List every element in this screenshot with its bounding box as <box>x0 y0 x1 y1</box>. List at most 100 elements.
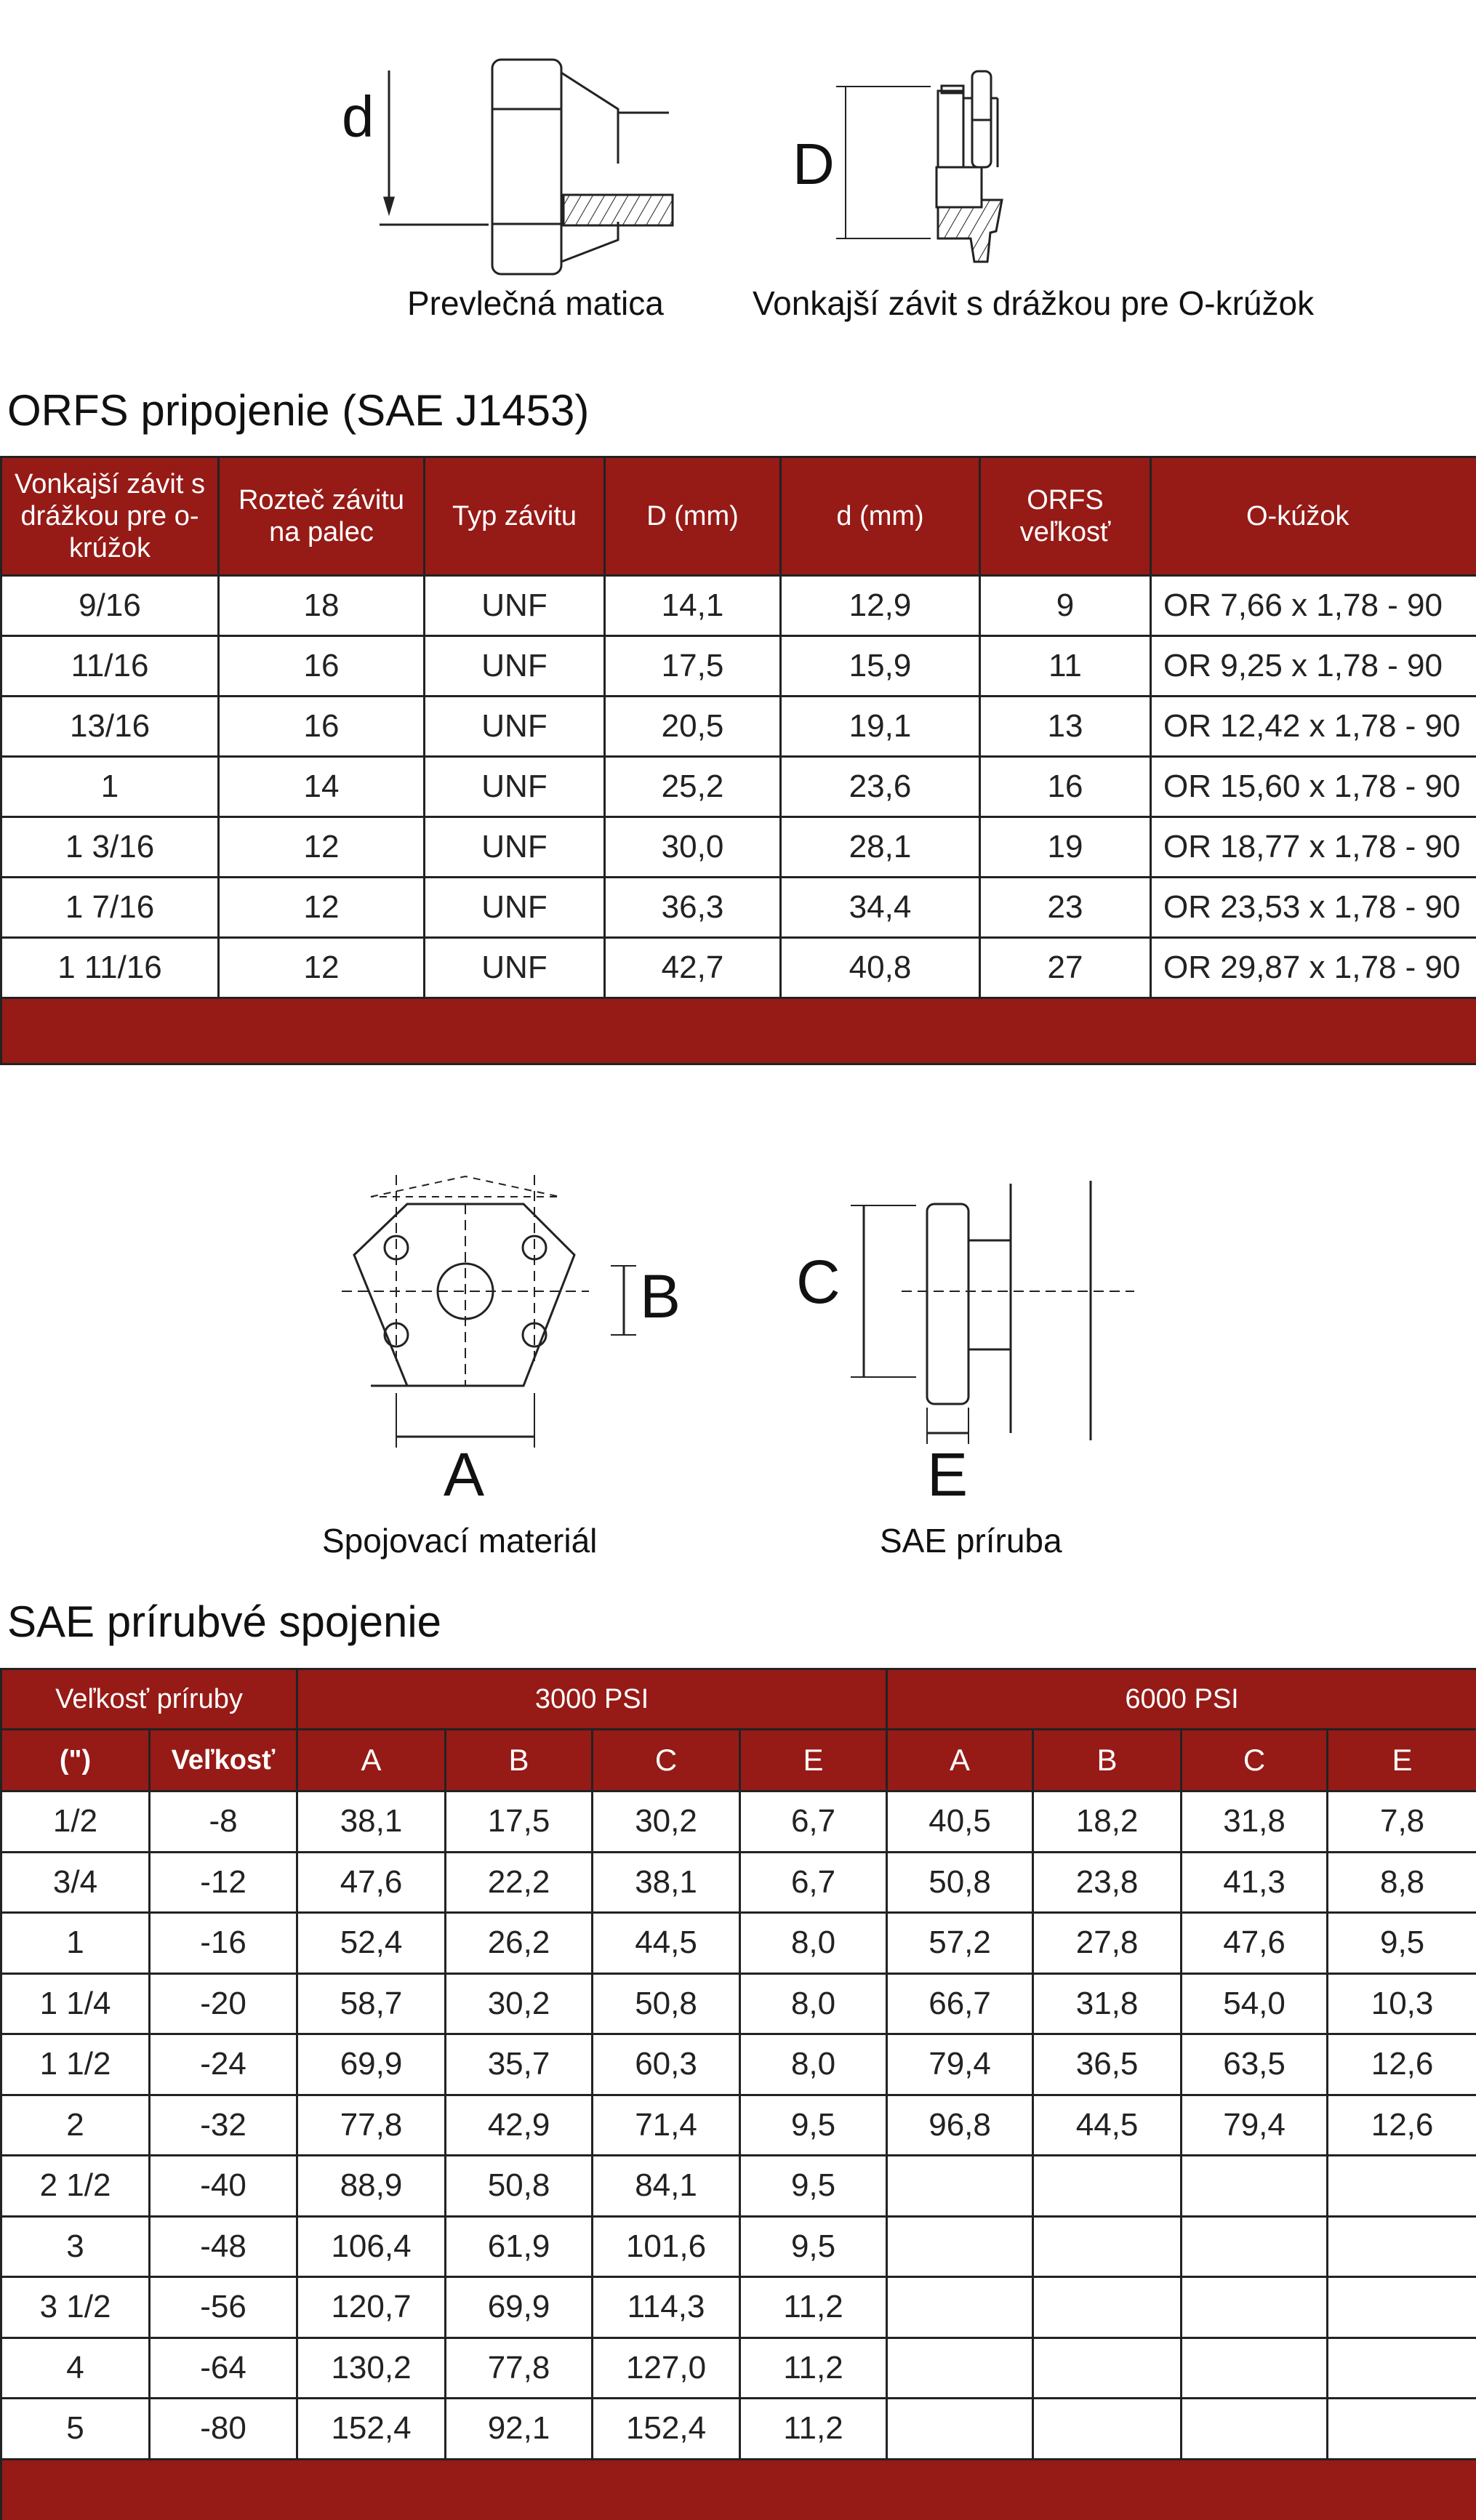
table-cell: 47,6 <box>1180 1911 1329 1975</box>
caption-hardware: Spojovací materiál <box>322 1522 598 1560</box>
table-cell: OR 12,42 x 1,78 - 90 <box>1150 695 1476 758</box>
table-cell: 30,2 <box>591 1790 742 1853</box>
header-tpi: Rozteč závitu na palec <box>217 456 425 577</box>
table-cell: OR 18,77 x 1,78 - 90 <box>1150 816 1476 878</box>
header-male-thread: Vonkajší závit s drážkou pre o-krúžok <box>0 456 220 577</box>
header-orfs-size: ORFS veľkosť <box>979 456 1152 577</box>
table-cell: -40 <box>148 2154 299 2218</box>
table-cell <box>886 2154 1035 2218</box>
table-cell: 8,8 <box>1326 1850 1476 1914</box>
table-cell: 18 <box>217 574 425 637</box>
table-row: 13/16 16 UNF 20,5 19,1 13 OR 12,42 x 1,78 - 90 <box>0 695 1476 758</box>
table-cell: -48 <box>148 2215 299 2278</box>
table-cell: 41,3 <box>1180 1850 1329 1914</box>
sub-header-cell: Veľkosť <box>148 1728 299 1792</box>
table-cell: 11,2 <box>739 2276 889 2339</box>
table-cell: UNF <box>423 695 606 758</box>
table-cell: 16 <box>217 695 425 758</box>
table-cell: 27 <box>979 936 1152 999</box>
sae-title: SAE prírubvé spojenie <box>7 1597 442 1646</box>
dimension-label-B: B <box>640 1262 681 1331</box>
caption-male-fitting: Vonkajší závit s drážkou pre O-krúžok <box>753 284 1315 322</box>
table-row: 2 -32 77,8 42,9 71,4 9,5 96,8 44,5 79,4 12,6 <box>0 2093 1476 2156</box>
table-cell: 52,4 <box>296 1911 447 1975</box>
header-3000-psi: 3000 PSI <box>296 1668 889 1730</box>
table-cell: 9,5 <box>739 2154 889 2218</box>
table-cell: OR 23,53 x 1,78 - 90 <box>1150 876 1476 939</box>
table-cell <box>1032 2215 1183 2278</box>
table-cell: 19,1 <box>779 695 981 758</box>
table-cell: 12,6 <box>1326 2093 1476 2156</box>
sub-header-cell: A <box>886 1728 1035 1792</box>
table-cell: UNF <box>423 936 606 999</box>
orfs-title: ORFS pripojenie (SAE J1453) <box>7 386 590 435</box>
header-flange-size: Veľkosť príruby <box>0 1668 299 1730</box>
table-cell: 42,9 <box>444 2093 594 2156</box>
table-cell: UNF <box>423 574 606 637</box>
table-cell: 69,9 <box>444 2276 594 2339</box>
table-cell: 114,3 <box>591 2276 742 2339</box>
table-row: 3/4 -12 47,6 22,2 38,1 6,7 50,8 23,8 41,3 8,8 <box>0 1850 1476 1914</box>
table-cell: UNF <box>423 635 606 697</box>
table-row: 3 1/2 -56 120,7 69,9 114,3 11,2 <box>0 2276 1476 2339</box>
table-row: 1 -16 52,4 26,2 44,5 8,0 57,2 27,8 47,6 9,5 <box>0 1911 1476 1975</box>
table-cell: 61,9 <box>444 2215 594 2278</box>
table-cell: OR 29,87 x 1,78 - 90 <box>1150 936 1476 999</box>
table-cell: 12 <box>217 936 425 999</box>
table-cell: 13 <box>979 695 1152 758</box>
sae-footer-bar <box>0 2457 1476 2520</box>
table-cell: 9,5 <box>739 2093 889 2156</box>
table-cell: 9,5 <box>739 2215 889 2278</box>
table-cell <box>886 2336 1035 2399</box>
sub-header-cell: C <box>1180 1728 1329 1792</box>
table-cell: 4 <box>0 2336 151 2399</box>
table-cell: 101,6 <box>591 2215 742 2278</box>
table-cell: 77,8 <box>444 2336 594 2399</box>
table-cell: 50,8 <box>444 2154 594 2218</box>
table-cell: 54,0 <box>1180 1972 1329 2035</box>
table-cell: 69,9 <box>296 2033 447 2096</box>
table-cell <box>1180 2276 1329 2339</box>
table-row: 1/2 -8 38,1 17,5 30,2 6,7 40,5 18,2 31,8 7,8 <box>0 1790 1476 1853</box>
table-cell: 16 <box>217 635 425 697</box>
header-oring: O-kúžok <box>1150 456 1476 577</box>
table-cell <box>1180 2336 1329 2399</box>
header-D: D (mm) <box>603 456 782 577</box>
table-cell: 1 1/4 <box>0 1972 151 2035</box>
table-cell: 9 <box>979 574 1152 637</box>
table-cell: 1 11/16 <box>0 936 220 999</box>
table-cell: 127,0 <box>591 2336 742 2399</box>
table-cell: 79,4 <box>886 2033 1035 2096</box>
table-cell: -56 <box>148 2276 299 2339</box>
table-cell: 31,8 <box>1032 1972 1183 2035</box>
dimension-label-D: D <box>793 132 835 196</box>
table-cell <box>1032 2397 1183 2460</box>
table-cell: 3 <box>0 2215 151 2278</box>
table-cell: 9/16 <box>0 574 220 637</box>
table-cell: 25,2 <box>603 755 782 818</box>
table-cell: 30,0 <box>603 816 782 878</box>
table-row: 1 7/16 12 UNF 36,3 34,4 23 OR 23,53 x 1,78 - 9… <box>0 876 1476 939</box>
table-row: 3 -48 106,4 61,9 101,6 9,5 <box>0 2215 1476 2278</box>
table-cell: 40,5 <box>886 1790 1035 1853</box>
table-cell: 5 <box>0 2397 151 2460</box>
table-cell: 50,8 <box>886 1850 1035 1914</box>
table-cell <box>1326 2397 1476 2460</box>
dimension-label-E: E <box>927 1440 968 1509</box>
caption-swivel-nut: Prevlečná matica <box>407 284 664 322</box>
table-cell: 44,5 <box>591 1911 742 1975</box>
table-row: 2 1/2 -40 88,9 50,8 84,1 9,5 <box>0 2154 1476 2218</box>
table-cell: 13/16 <box>0 695 220 758</box>
table-cell: 96,8 <box>886 2093 1035 2156</box>
sae-table: Veľkosť príruby 3000 PSI 6000 PSI (") Veľ… <box>0 1668 1476 2520</box>
table-cell: 23 <box>979 876 1152 939</box>
table-cell: 152,4 <box>591 2397 742 2460</box>
table-cell: 88,9 <box>296 2154 447 2218</box>
table-cell <box>886 2215 1035 2278</box>
table-cell: OR 7,66 x 1,78 - 90 <box>1150 574 1476 637</box>
header-6000-psi: 6000 PSI <box>886 1668 1476 1730</box>
table-cell: 10,3 <box>1326 1972 1476 2035</box>
table-cell: 1/2 <box>0 1790 151 1853</box>
table-cell: 92,1 <box>444 2397 594 2460</box>
table-cell: 38,1 <box>296 1790 447 1853</box>
